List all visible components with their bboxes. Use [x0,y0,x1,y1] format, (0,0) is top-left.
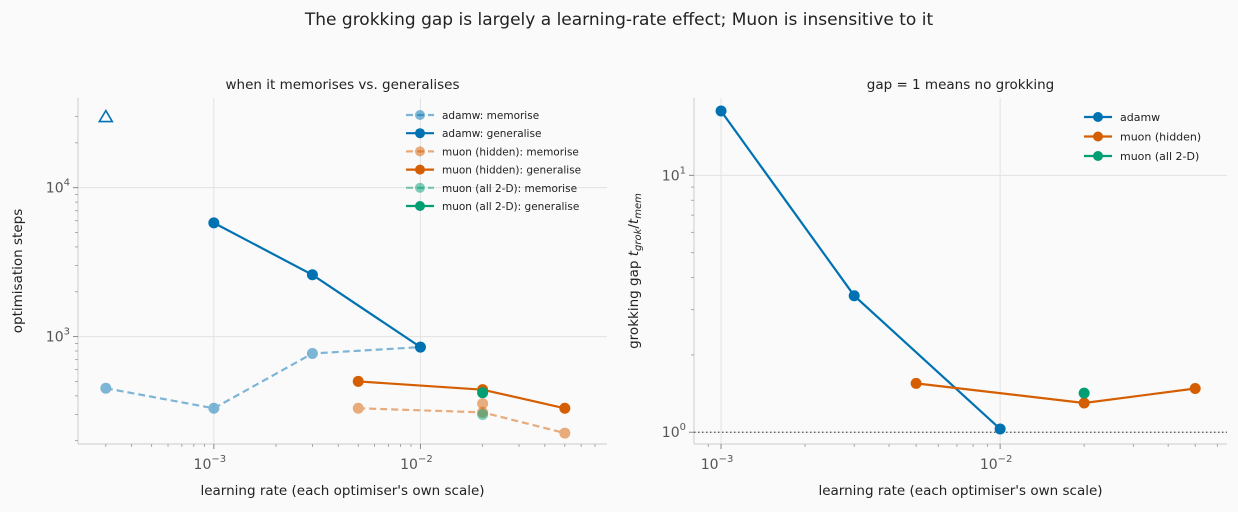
x-tick-label: 10−3 [701,454,734,473]
legend-label: muon (hidden): generalise [442,165,581,177]
data-point [208,217,220,229]
data-point [559,402,571,414]
series-muon-all-2-d-generalise [477,387,489,399]
legend-label: muon (all 2-D): memorise [442,183,577,195]
legend-label: adamw [1120,111,1160,124]
legend-marker [415,201,425,211]
panel-2: 10−3 10−2 100 101 gap = 1 means no grokking l… [626,77,1227,499]
legend-marker [1093,131,1103,142]
x-tick-label: 10−2 [400,454,433,473]
series-muon-all-2-d-memorise [477,408,489,420]
data-point [477,387,489,399]
y-tick-label: 104 [46,178,70,197]
data-point [352,402,364,414]
data-point [208,402,220,414]
data-point [1078,397,1090,409]
y-tick-label: 100 [662,422,686,441]
data-point [1078,387,1090,399]
y-axis-label: grokking gap tgrok/tmem [626,193,644,349]
legend-marker [415,164,425,175]
legend-marker [415,110,425,120]
series-adamw [715,105,1006,435]
series-muon-all-2-d- [1078,387,1090,399]
y-tick-label: 103 [46,327,70,346]
legend: adamw muon (hidden) muon (all 2-D) [1084,111,1201,163]
legend: adamw: memorise adamw: generalise muon (hi… [406,110,581,213]
legend-label: adamw: generalise [442,128,541,140]
triangle-marker-icon [97,109,114,123]
y-axis-label: optimisation steps [10,209,26,333]
x-axis-label: learning rate (each optimiser's own scal… [200,483,484,499]
figure-title: The grokking gap is largely a learning-r… [304,10,934,30]
plot-area [78,98,607,444]
data-point [715,105,727,117]
legend-label: muon (hidden) [1120,131,1201,144]
data-point [306,347,318,359]
legend-label: muon (all 2-D) [1120,150,1199,163]
data-point [559,427,571,439]
data-point [352,375,364,387]
legend-marker [415,128,425,139]
legend-marker [415,146,425,157]
series-line [105,346,421,410]
y-tick-label: 101 [662,165,686,184]
series-muon-hidden- [910,377,1201,409]
legend-marker [1093,151,1103,161]
legend-label: adamw: memorise [442,110,539,122]
data-point [910,377,922,389]
data-point [1189,383,1201,395]
data-point [306,269,318,281]
data-point [994,423,1006,435]
data-point [477,398,489,410]
panel-title: gap = 1 means no grokking [867,77,1055,93]
data-point [100,382,112,394]
panel-1: 10−3 10−2 103 104 when it memorises vs. gene… [10,77,607,499]
data-point [848,290,860,302]
series-adamw-generalise [208,217,426,353]
x-tick-label: 10−2 [980,454,1013,473]
data-point [414,341,426,353]
legend-marker [1093,112,1103,122]
plot-area [694,98,1227,444]
panel-title: when it memorises vs. generalises [226,77,460,93]
x-tick-label: 10−3 [194,454,227,473]
legend-marker [415,182,425,193]
legend-label: muon (all 2-D): generalise [442,201,579,213]
legend-label: muon (hidden): memorise [442,146,579,158]
x-axis-label: learning rate (each optimiser's own scal… [818,483,1102,499]
data-point [477,408,489,420]
